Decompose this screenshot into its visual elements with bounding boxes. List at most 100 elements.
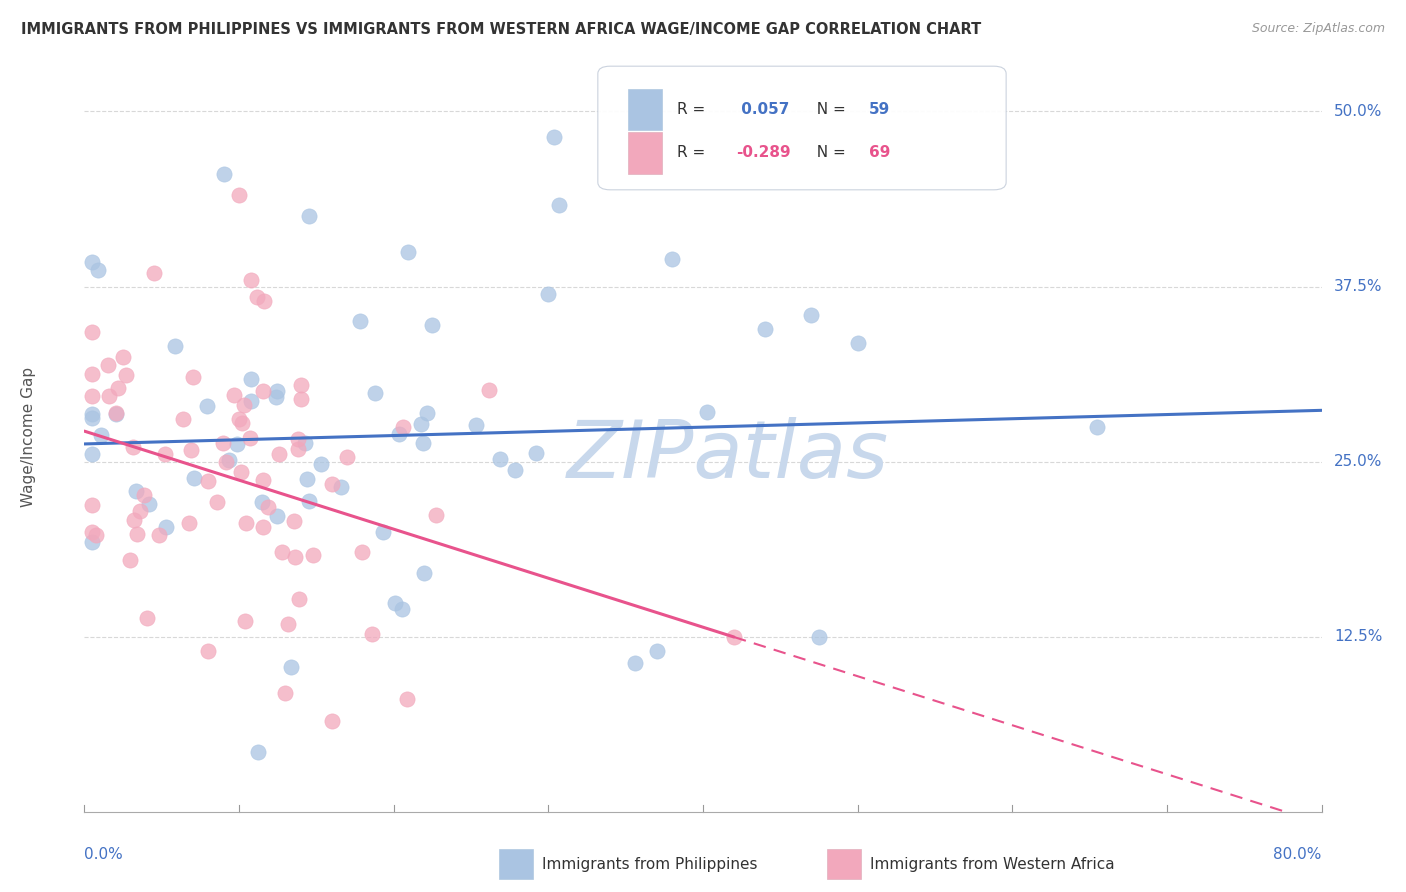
Point <box>235 516 257 530</box>
Point <box>294 435 316 450</box>
Point <box>90 428 112 442</box>
Point <box>82 325 104 339</box>
Point <box>240 372 263 386</box>
Point <box>82 524 104 539</box>
Point <box>226 437 249 451</box>
Text: 12.5%: 12.5% <box>1334 629 1382 644</box>
Point <box>105 406 128 420</box>
Point <box>321 477 343 491</box>
Point <box>270 545 292 559</box>
Point <box>373 524 395 539</box>
Point <box>148 528 170 542</box>
Point <box>197 474 219 488</box>
Point <box>478 384 501 398</box>
Text: 25.0%: 25.0% <box>1334 454 1382 469</box>
Text: Immigrants from Western Africa: Immigrants from Western Africa <box>870 856 1115 871</box>
Point <box>231 416 253 430</box>
Point <box>807 630 830 644</box>
Point <box>280 660 302 674</box>
Point <box>287 432 309 446</box>
Text: -0.289: -0.289 <box>737 145 792 161</box>
Point <box>195 399 218 413</box>
Text: N =: N = <box>807 102 851 117</box>
Point <box>122 513 145 527</box>
Point <box>115 368 138 383</box>
Point <box>229 465 252 479</box>
Point <box>696 405 718 419</box>
Point <box>84 528 107 542</box>
Point <box>82 447 104 461</box>
Point <box>205 495 228 509</box>
Point <box>183 471 205 485</box>
Point <box>197 643 219 657</box>
Point <box>252 473 274 487</box>
Point <box>409 417 432 431</box>
FancyBboxPatch shape <box>627 89 662 130</box>
Point <box>211 436 233 450</box>
Point <box>412 436 434 450</box>
Point <box>107 381 129 395</box>
Point <box>239 431 262 445</box>
Point <box>415 406 437 420</box>
Point <box>266 509 288 524</box>
Point <box>228 188 250 202</box>
Point <box>82 408 104 422</box>
Point <box>252 520 274 534</box>
Point <box>413 566 436 580</box>
Point <box>364 386 387 401</box>
Point <box>425 508 447 523</box>
Point <box>253 293 276 308</box>
Point <box>105 408 128 422</box>
Point <box>179 516 201 530</box>
Point <box>295 472 318 486</box>
Point <box>228 412 250 426</box>
Point <box>155 520 177 534</box>
Point <box>396 244 419 259</box>
Point <box>846 335 869 350</box>
Text: Source: ZipAtlas.com: Source: ZipAtlas.com <box>1251 22 1385 36</box>
Point <box>330 480 353 494</box>
Point <box>321 714 343 728</box>
Point <box>297 494 319 508</box>
Point <box>215 455 238 469</box>
Point <box>645 643 668 657</box>
Point <box>661 252 683 266</box>
Point <box>274 686 297 700</box>
Point <box>143 266 166 280</box>
Point <box>246 290 269 304</box>
Point <box>360 626 382 640</box>
Point <box>125 484 148 499</box>
Point <box>138 497 160 511</box>
Point <box>218 453 240 467</box>
Point <box>422 318 444 332</box>
Text: R =: R = <box>678 102 710 117</box>
Point <box>723 630 745 644</box>
Point <box>283 514 305 528</box>
Point <box>465 418 488 433</box>
Point <box>290 392 312 406</box>
Point <box>212 168 235 182</box>
Point <box>266 384 288 399</box>
Point <box>257 500 280 515</box>
Point <box>543 129 565 144</box>
Point <box>118 553 141 567</box>
Text: R =: R = <box>678 145 710 161</box>
Text: 37.5%: 37.5% <box>1334 279 1382 294</box>
Text: Immigrants from Philippines: Immigrants from Philippines <box>543 856 758 871</box>
Point <box>125 527 148 541</box>
Point <box>301 548 323 562</box>
Point <box>524 446 547 460</box>
Text: 69: 69 <box>869 145 890 161</box>
Point <box>505 463 527 477</box>
Point <box>800 308 823 322</box>
Point <box>163 338 186 352</box>
Point <box>82 499 104 513</box>
Point <box>754 321 776 335</box>
Point <box>122 440 145 454</box>
Point <box>297 210 319 224</box>
Point <box>537 286 560 301</box>
Point <box>284 550 307 565</box>
Text: 0.0%: 0.0% <box>84 847 124 862</box>
Point <box>82 534 104 549</box>
Point <box>82 388 104 402</box>
